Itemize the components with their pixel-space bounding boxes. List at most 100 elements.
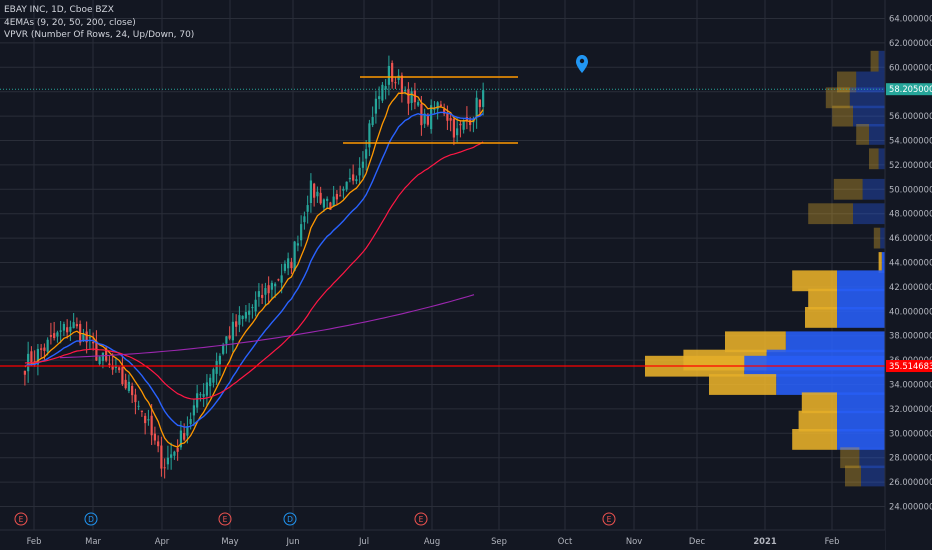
volume-profile-up (837, 270, 885, 292)
earnings-marker (218, 512, 232, 526)
candle (410, 91, 413, 103)
hline-price-label: 35.51468333 (889, 361, 932, 371)
candle (300, 224, 303, 241)
volume-profile-down (845, 465, 861, 487)
candle (225, 336, 228, 344)
candle (140, 410, 143, 412)
candle (283, 263, 286, 271)
volume-profile-up (776, 374, 885, 395)
volume-profile-down (878, 252, 882, 273)
price-tick-label: 50.00000000 (889, 184, 932, 194)
candle (85, 331, 88, 343)
volume-profile-up (856, 71, 885, 93)
time-tick-label: Jun (285, 536, 299, 546)
candle (199, 394, 202, 396)
marker-hole (579, 58, 585, 64)
volume-profile-down (808, 203, 853, 225)
candle (361, 161, 364, 168)
candle (452, 118, 455, 138)
event-marker-label: E (19, 515, 24, 524)
marker-shape (576, 55, 588, 73)
candle (475, 97, 478, 118)
candle (88, 337, 91, 339)
candle (170, 454, 173, 458)
price-tick-label: 62.00000000 (889, 38, 932, 48)
candle (446, 112, 449, 121)
candle (244, 312, 247, 319)
candle (374, 98, 377, 114)
volume-profile (645, 50, 885, 487)
candle (339, 195, 342, 197)
candle (92, 341, 95, 344)
volume-profile-up (881, 252, 885, 273)
candle (316, 191, 319, 197)
candle (407, 88, 410, 104)
candle (43, 347, 46, 351)
volume-profile-down (870, 50, 879, 72)
volume-profile-down (832, 105, 853, 127)
ema-20-line (24, 111, 484, 428)
candle (319, 192, 322, 204)
candle (384, 86, 387, 90)
candle (105, 348, 108, 361)
candle (40, 348, 43, 350)
volume-profile-up (853, 105, 885, 127)
candle (365, 149, 368, 159)
candle (287, 258, 290, 269)
candle (179, 430, 182, 448)
volume-profile-up (853, 203, 885, 225)
time-tick-label: Apr (155, 536, 170, 546)
candle (332, 196, 335, 207)
candles (23, 55, 485, 479)
symbol-label[interactable]: EBAY INC, 1D, Cboe BZX (4, 5, 114, 15)
candle (264, 288, 267, 295)
candle (157, 441, 160, 447)
price-tick-label: 34.00000000 (889, 380, 932, 390)
volume-profile-down (709, 374, 777, 395)
candle (394, 82, 397, 84)
candle (296, 243, 299, 246)
candle (277, 279, 280, 281)
volume-profile-up (837, 429, 885, 450)
ema-lines (24, 92, 484, 448)
volume-profile-up (880, 227, 885, 249)
candle (426, 114, 429, 125)
ema-indicator-label[interactable]: 4EMAs (9, 20, 50, 200, close) (4, 17, 136, 28)
volume-profile-down (840, 447, 860, 469)
candle (358, 167, 361, 176)
event-marker-label: E (223, 515, 228, 524)
volume-profile-down (873, 227, 881, 249)
candle (342, 188, 345, 191)
candle (75, 324, 78, 327)
volume-profile-down (808, 288, 837, 310)
candle (101, 352, 104, 361)
price-tick-label: 54.00000000 (889, 136, 932, 146)
price-tick-label: 26.00000000 (889, 477, 932, 487)
price-tick-label: 60.00000000 (889, 62, 932, 72)
candle (215, 361, 218, 374)
ema-50-line (24, 141, 484, 400)
candle (127, 381, 130, 392)
location-marker-icon (576, 55, 588, 73)
vpvr-indicator-label[interactable]: VPVR (Number Of Rows, 24, Up/Down, 70) (4, 30, 195, 40)
candle (443, 108, 446, 114)
event-marker-label: D (88, 515, 94, 524)
ema-200-line (59, 294, 475, 359)
chart-legend: EBAY INC, 1D, Cboe BZX 4EMAs (9, 20, 50,… (4, 4, 194, 42)
candle (147, 419, 150, 421)
price-tick-label: 28.00000000 (889, 453, 932, 463)
candle (462, 120, 465, 130)
candle (449, 117, 452, 121)
candle (134, 394, 137, 403)
volume-profile-down (825, 87, 850, 109)
candle (280, 275, 283, 283)
candle (248, 310, 251, 315)
volume-profile-up (837, 392, 885, 414)
candle (69, 326, 72, 332)
time-tick-label: 2021 (753, 536, 776, 546)
candle (231, 321, 234, 341)
volume-profile-up (859, 447, 885, 469)
time-tick-label: Feb (825, 536, 840, 546)
volume-profile-up (862, 178, 885, 200)
